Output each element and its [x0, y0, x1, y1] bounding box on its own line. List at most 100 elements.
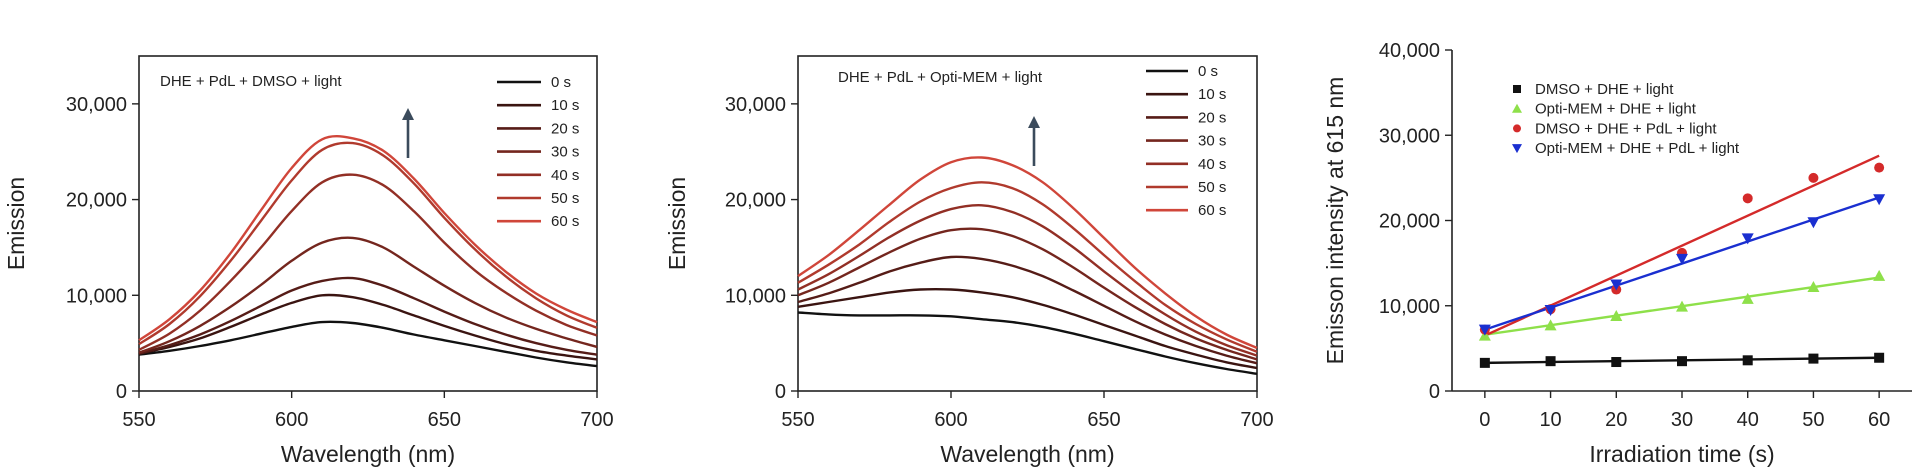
- chart-3-data-point-1: [1479, 357, 1490, 368]
- chart-2-legend-label: 60 s: [1198, 202, 1226, 219]
- chart-2-frame: [797, 55, 1258, 392]
- chart-3-data-point-4: [1544, 305, 1557, 317]
- chart-2-y-axis-label: Emission: [664, 177, 690, 270]
- chart-1-increase-arrow-head: [402, 108, 414, 120]
- chart-2-series-line-50s: [797, 181, 1258, 353]
- chart-3-legend-label: Opti-MEM + DHE + light: [1535, 101, 1697, 118]
- chart-3-x-tick-label: 10: [1539, 409, 1561, 431]
- chart-3-legend-label: Opti-MEM + DHE + PdL + light: [1535, 140, 1740, 157]
- chart-3-y-axis-label: Emisson intensity at 615 nm: [1322, 77, 1348, 365]
- chart-2-y-tick-label: 0: [775, 381, 786, 403]
- chart-1-series-line-20s: [138, 276, 598, 356]
- chart-2-y-tick-label: 10,000: [725, 285, 786, 307]
- chart-1-x-axis-label: Wavelength (nm): [281, 441, 455, 467]
- chart-2-y-tick-label: 20,000: [725, 190, 786, 212]
- chart-1-series-line-60s: [138, 135, 598, 342]
- chart-1-legend-label: 40 s: [551, 167, 579, 184]
- chart-2-legend-label: 0 s: [1198, 63, 1218, 80]
- chart-3-x-tick-label: 40: [1737, 409, 1759, 431]
- chart-3-data-point-1: [1742, 355, 1753, 366]
- chart-3-y-tick-label: 20,000: [1379, 211, 1440, 233]
- chart-3-data-point-2: [1544, 319, 1557, 331]
- chart-2-x-axis-label: Wavelength (nm): [940, 441, 1114, 467]
- chart-3-legend-marker: [1513, 124, 1521, 133]
- chart-1-x-tick-label: 550: [122, 409, 155, 431]
- chart-3-data-point-3: [1742, 193, 1753, 204]
- chart-1-y-axis-label: Emission: [3, 177, 29, 270]
- chart-3-data-point-4: [1807, 217, 1820, 229]
- chart-3-data-point-4: [1873, 194, 1886, 206]
- chart-3-legend-marker: [1512, 103, 1522, 113]
- chart-1-frame: [138, 55, 598, 392]
- chart-2-series-line-10s: [797, 288, 1258, 370]
- chart-2-series-line-0s: [797, 311, 1258, 375]
- chart-2-series-line-60s: [797, 156, 1258, 350]
- chart-3-x-tick-label: 0: [1479, 409, 1490, 431]
- chart-2-y-tick-label: 30,000: [725, 94, 786, 116]
- chart-3-x-tick-label: 30: [1671, 409, 1693, 431]
- chart-1-legend-label: 30 s: [551, 144, 579, 161]
- chart-3-x-tick-label: 50: [1802, 409, 1824, 431]
- chart-1-series-line-0s: [138, 320, 598, 368]
- chart-2-increase-arrow-head: [1028, 116, 1040, 128]
- chart-2-x-tick-label: 700: [1240, 409, 1273, 431]
- chart-2-series-line-20s: [797, 255, 1258, 365]
- chart-2-legend-label: 50 s: [1198, 179, 1226, 196]
- chart-1-series-line-10s: [138, 293, 598, 361]
- chart-1-legend-label: 60 s: [551, 213, 579, 230]
- chart-1-y-tick-label: 30,000: [66, 94, 127, 116]
- chart-3-data-point-4: [1610, 279, 1623, 291]
- chart-1-legend-label: 0 s: [551, 74, 571, 91]
- chart-3-data-point-3: [1808, 172, 1819, 183]
- chart-1-legend-label: 10 s: [551, 97, 579, 114]
- chart-3-data-point-2: [1873, 269, 1886, 281]
- chart-3-data-point-3: [1874, 162, 1885, 173]
- chart-3-data-point-1: [1808, 353, 1819, 364]
- chart-2-legend-label: 30 s: [1198, 133, 1226, 150]
- chart-1-series-line-40s: [138, 173, 598, 351]
- chart-2-x-tick-label: 550: [781, 409, 814, 431]
- chart-2-series-line-30s: [797, 227, 1258, 361]
- chart-3-data-point-1: [1874, 352, 1885, 363]
- chart-2-legend-label: 40 s: [1198, 156, 1226, 173]
- chart-3-legend-marker: [1512, 144, 1522, 154]
- chart-3-data-point-2: [1610, 309, 1623, 321]
- chart-1-legend-label: 20 s: [551, 120, 579, 137]
- chart-3-y-tick-label: 0: [1429, 381, 1440, 403]
- chart-1-legend-label: 50 s: [551, 190, 579, 207]
- chart-1-series-line-50s: [138, 141, 598, 346]
- chart-3-y-tick-label: 40,000: [1379, 40, 1440, 62]
- chart-2-legend-label: 20 s: [1198, 109, 1226, 126]
- chart-3-x-tick-label: 20: [1605, 409, 1627, 431]
- chart-3-data-point-2: [1676, 300, 1688, 312]
- chart-3-data-point-2: [1741, 292, 1754, 304]
- chart-2-x-tick-label: 650: [1087, 409, 1120, 431]
- chart-3-y-tick-label: 30,000: [1379, 125, 1440, 147]
- chart-2-x-tick-label: 600: [934, 409, 967, 431]
- chart-1-x-tick-label: 600: [275, 409, 308, 431]
- chart-1-y-tick-label: 10,000: [66, 285, 127, 307]
- chart-3-data-point-4: [1676, 253, 1688, 265]
- chart-3-y-tick-label: 10,000: [1379, 296, 1440, 318]
- chart-2-legend-label: 10 s: [1198, 86, 1226, 103]
- chart-1-y-tick-label: 20,000: [66, 190, 127, 212]
- chart-3-legend-label: DMSO + DHE + light: [1535, 81, 1674, 98]
- chart-1-series-line-30s: [138, 236, 598, 354]
- chart-1-annotation: DHE + PdL + DMSO + light: [160, 73, 342, 90]
- chart-3-legend-marker: [1513, 85, 1521, 93]
- chart-3-data-point-2: [1807, 280, 1820, 292]
- chart-1-x-tick-label: 700: [580, 409, 613, 431]
- chart-3-data-point-1: [1545, 356, 1556, 367]
- chart-2-series-line-40s: [797, 204, 1258, 357]
- chart-3-data-point-1: [1677, 356, 1687, 367]
- chart-2-annotation: DHE + PdL + Opti-MEM + light: [838, 69, 1043, 86]
- chart-3-data-point-1: [1611, 357, 1622, 368]
- chart-3-x-axis-label: Irradiation time (s): [1589, 441, 1774, 467]
- chart-3-data-point-4: [1741, 233, 1754, 245]
- chart-1-x-tick-label: 650: [428, 409, 461, 431]
- chart-3-x-tick-label: 60: [1868, 409, 1890, 431]
- chart-3-data-point-4: [1478, 324, 1491, 336]
- chart-3-legend-label: DMSO + DHE + PdL + light: [1535, 120, 1717, 137]
- chart-1-y-tick-label: 0: [116, 381, 127, 403]
